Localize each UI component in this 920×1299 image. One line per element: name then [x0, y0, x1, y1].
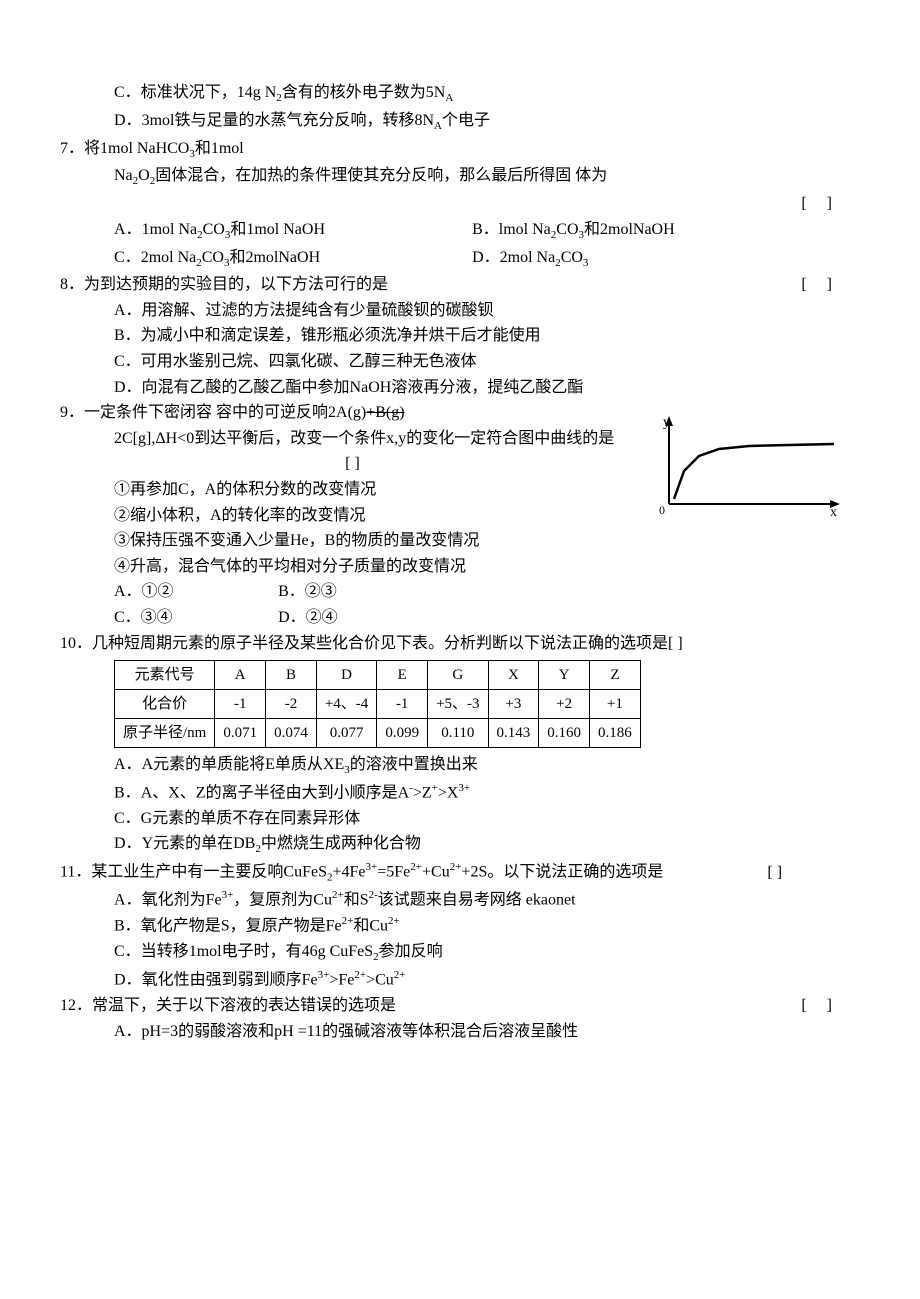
q7-option-A: A．1mol Na2CO3和1mol NaOH [114, 217, 472, 245]
table-cell: D [316, 661, 376, 690]
q12-stem: 12．常温下，关于以下溶液的表达错误的选项是[ ] [60, 993, 860, 1019]
q8-option-A: A．用溶解、过滤的方法提纯含有少量硫酸钡的碳酸钡 [60, 298, 860, 324]
q8-option-C: C．可用水鉴别己烷、四氯化碳、乙醇三种无色液体 [60, 349, 860, 375]
q9-option-A: A．①② [114, 579, 278, 605]
table-cell: 化合价 [115, 690, 215, 719]
q7-option-B: B．lmol Na2CO3和2molNaOH [472, 217, 830, 245]
q9-option-C: C．③④ [114, 605, 278, 631]
q9-graph: y 0 x [655, 416, 840, 525]
table-cell: B [266, 661, 317, 690]
q7-option-D: D．2mol Na2CO3 [472, 245, 830, 273]
q11-option-D: D．氧化性由强到弱到顺序Fe3+>Fe2+>Cu2+ [60, 967, 860, 993]
q10-option-C: C．G元素的单质不存在同素异形体 [60, 806, 860, 832]
table-cell: +3 [488, 690, 539, 719]
table-cell: 元素代号 [115, 661, 215, 690]
table-cell: E [377, 661, 428, 690]
q9-options-row1: A．①② B．②③ [60, 579, 860, 605]
q7-stem: 7．将1mol NaHCO3和1mol [60, 136, 860, 164]
table-cell: +4、-4 [316, 690, 376, 719]
q9-option-B: B．②③ [278, 579, 442, 605]
graph-origin: 0 [659, 503, 665, 516]
q12-option-A: A．pH=3的弱酸溶液和pH =11的强碱溶液等体积混合后溶液呈酸性 [60, 1019, 860, 1045]
q9-options-row2: C．③④ D．②④ [60, 605, 860, 631]
table-cell: 0.143 [488, 719, 539, 748]
table-cell: +2 [539, 690, 590, 719]
table-cell: G [428, 661, 488, 690]
q10-option-B: B．A、X、Z的离子半径由大到小顺序是A->Z+>X3+ [60, 780, 860, 806]
table-cell: 0.186 [590, 719, 641, 748]
table-cell: Y [539, 661, 590, 690]
q8-stem: 8．为到达预期的实验目的，以下方法可行的是[ ] [60, 272, 860, 298]
q9-option-D: D．②④ [278, 605, 442, 631]
table-cell: -1 [215, 690, 266, 719]
table-cell: 0.077 [316, 719, 376, 748]
q7-options: A．1mol Na2CO3和1mol NaOH B．lmol Na2CO3和2m… [60, 217, 860, 273]
table-cell: 0.074 [266, 719, 317, 748]
q9-cond-4: ④升高，混合气体的平均相对分子质量的改变情况 [60, 554, 860, 580]
table-cell: -2 [266, 690, 317, 719]
q8-option-B: B．为减小中和滴定误差，锥形瓶必须洗净并烘干后才能使用 [60, 323, 860, 349]
table-cell: -1 [377, 690, 428, 719]
table-cell: +5、-3 [428, 690, 488, 719]
q8-option-D: D．向混有乙酸的乙酸乙酯中参加NaOH溶液再分液，提纯乙酸乙酯 [60, 375, 860, 401]
q10-stem: 10．几种短周期元素的原子半径及某些化合价见下表。分析判断以下说法正确的选项是[… [60, 631, 860, 657]
q10-table: 元素代号ABDEGXYZ 化合价-1-2+4、-4-1+5、-3+3+2+1 原… [114, 660, 641, 748]
q11-option-B: B．氧化产物是S，复原产物是Fe2+和Cu2+ [60, 913, 860, 939]
q6-option-C: C．标准状况下，14g N2含有的核外电子数为5NA [60, 80, 860, 108]
q6-option-D: D．3mol铁与足量的水蒸气充分反响，转移8NA个电子 [60, 108, 860, 136]
q11-stem: 11．某工业生产中有一主要反响CuFeS2+4Fe3+=5Fe2++Cu2++2… [60, 859, 860, 887]
table-cell: 0.110 [428, 719, 488, 748]
q7-stem-line2: Na2O2固体混合，在加热的条件理使其充分反响，那么最后所得固 体为 [60, 163, 860, 191]
table-cell: 0.099 [377, 719, 428, 748]
table-cell: A [215, 661, 266, 690]
q10-option-A: A．A元素的单质能将E单质从XE3的溶液中置换出来 [60, 752, 860, 780]
table-cell: X [488, 661, 539, 690]
graph-x-label: x [830, 505, 837, 516]
table-cell: +1 [590, 690, 641, 719]
q9-cond-3: ③保持压强不变通入少量He，B的物质的量改变情况 [60, 528, 860, 554]
table-cell: Z [590, 661, 641, 690]
table-cell: 0.160 [539, 719, 590, 748]
table-cell: 原子半径/nm [115, 719, 215, 748]
q10-option-D: D．Y元素的单在DB2中燃烧生成两种化合物 [60, 831, 860, 859]
q11-option-A: A．氧化剂为Fe3+，复原剂为Cu2+和S2-该试题来自易考网络 ekaonet [60, 887, 860, 913]
table-cell: 0.071 [215, 719, 266, 748]
q7-option-C: C．2mol Na2CO3和2molNaOH [114, 245, 472, 273]
q11-option-C: C．当转移1mol电子时，有46g CuFeS2参加反响 [60, 939, 860, 967]
